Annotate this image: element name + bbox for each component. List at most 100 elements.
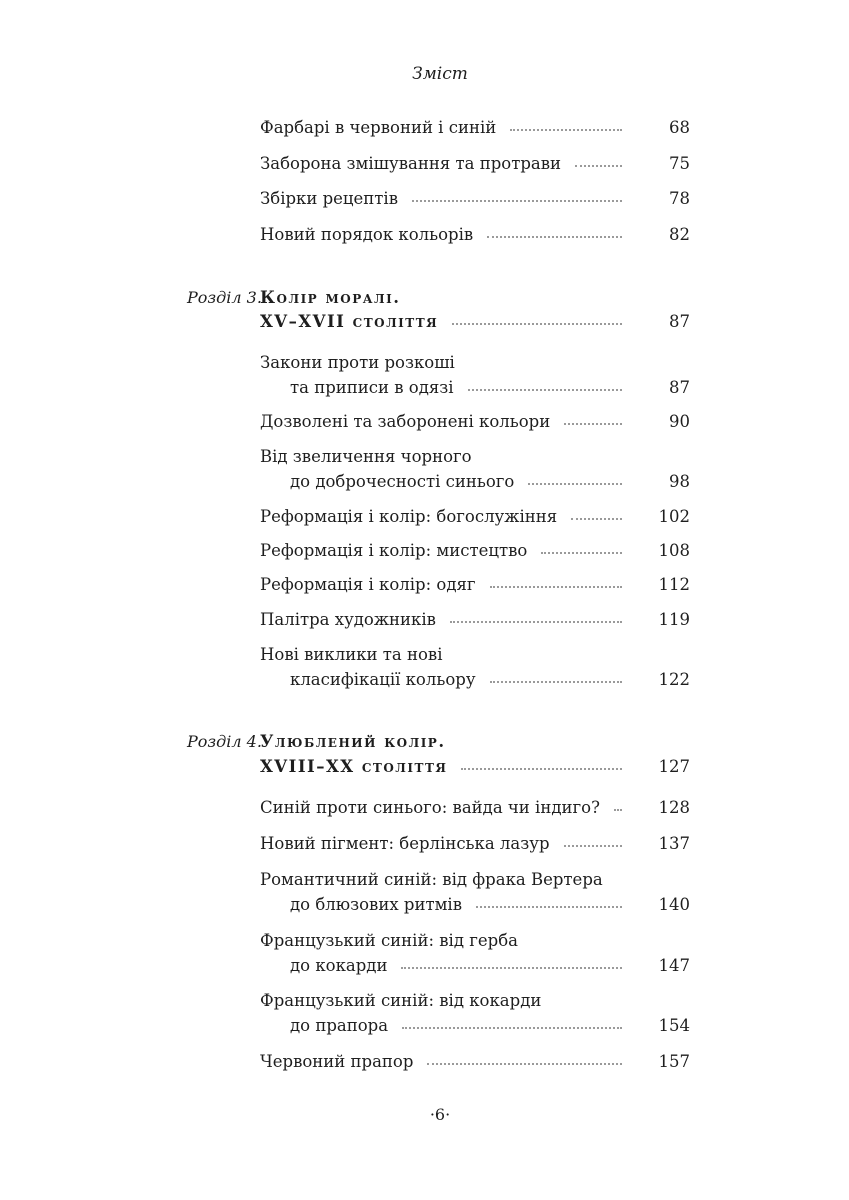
page-ref: 122 bbox=[658, 669, 691, 689]
page-ref: 68 bbox=[669, 117, 690, 137]
page-ref: 112 bbox=[658, 574, 691, 594]
dot-leader bbox=[487, 236, 622, 238]
page-ref: 157 bbox=[658, 1051, 691, 1071]
entry-title: Закони проти розкоші bbox=[260, 352, 455, 372]
entry-title: Збірки рецептів bbox=[260, 188, 399, 208]
toc-entry: Синій проти синього: вайда чи індиго? 128 bbox=[260, 795, 690, 819]
entry-title: Романтичний синій: від фрака Вертера bbox=[260, 869, 603, 889]
page-ref: 78 bbox=[669, 188, 690, 208]
page-ref: 82 bbox=[669, 224, 690, 244]
dot-leader bbox=[402, 1027, 622, 1029]
toc-entry: Палітра художників 119 bbox=[260, 607, 690, 631]
toc-entry: Французький синій: від кокарди bbox=[260, 988, 690, 1012]
toc-entry: Реформація і колір: одяг 112 bbox=[260, 572, 690, 596]
toc-entry: до прапора 154 bbox=[290, 1013, 690, 1037]
entry-title: Синій проти синього: вайда чи індиго? bbox=[260, 797, 600, 817]
entry-title: Французький синій: від кокарди bbox=[260, 990, 542, 1010]
entry-title: Нові виклики та нові bbox=[260, 644, 443, 664]
toc-entry: Новий пігмент: берлінська лазур 137 bbox=[260, 831, 690, 855]
entry-title: Заборона змішування та протрави bbox=[260, 153, 562, 173]
toc-entry: Червоний прапор 157 bbox=[260, 1049, 690, 1073]
entry-title: Червоний прапор bbox=[260, 1051, 414, 1071]
entry-title: XV–XVII століття bbox=[260, 311, 439, 331]
toc-entry: Від звеличення чорного bbox=[260, 444, 690, 468]
dot-leader bbox=[427, 1063, 622, 1065]
running-header: Зміст bbox=[412, 64, 468, 84]
toc-entry: Реформація і колір: мистецтво 108 bbox=[260, 538, 690, 562]
entry-title: Дозволені та заборонені кольори bbox=[260, 411, 551, 431]
entry-title: Реформація і колір: одяг bbox=[260, 574, 476, 594]
chapter-title: Колір моралі. bbox=[260, 285, 690, 309]
entry-title: до кокарди bbox=[290, 955, 388, 975]
page-ref: 140 bbox=[658, 894, 691, 914]
entry-title: Реформація і колір: богослужіння bbox=[260, 506, 558, 526]
page-ref: 102 bbox=[658, 506, 691, 526]
entry-title: та приписи в одязі bbox=[290, 377, 454, 397]
entry-title: Від звеличення чорного bbox=[260, 446, 472, 466]
dot-leader bbox=[563, 845, 622, 847]
page-ref: 98 bbox=[669, 471, 690, 491]
chapter-label: Розділ 4. bbox=[187, 731, 262, 751]
page-ref: 154 bbox=[658, 1015, 691, 1035]
dot-leader bbox=[564, 423, 622, 425]
toc-entry: до блюзових ритмів 140 bbox=[290, 892, 690, 916]
dot-leader bbox=[489, 586, 622, 588]
page-ref: 128 bbox=[658, 797, 691, 817]
dot-leader bbox=[510, 129, 622, 131]
page-ref: 147 bbox=[658, 955, 691, 975]
page-ref: 127 bbox=[658, 756, 691, 776]
page-ref: 87 bbox=[669, 311, 690, 331]
toc-entry: до доброчесності синього 98 bbox=[290, 469, 690, 493]
toc-entry: Французький синій: від герба bbox=[260, 928, 690, 952]
dot-leader bbox=[461, 768, 622, 770]
chapter-title-line2: XVIII–XX століття 127 bbox=[260, 754, 690, 778]
toc-entry: Закони проти розкоші bbox=[260, 350, 690, 374]
dot-leader bbox=[489, 681, 622, 683]
dot-leader bbox=[401, 967, 622, 969]
toc-entry: та приписи в одязі 87 bbox=[290, 375, 690, 399]
entry-title: Реформація і колір: мистецтво bbox=[260, 540, 528, 560]
entry-title: Улюблений колір. bbox=[260, 731, 446, 751]
entry-title: Колір моралі. bbox=[260, 287, 401, 307]
page-ref: 90 bbox=[669, 411, 690, 431]
page-ref: 119 bbox=[658, 609, 691, 629]
dot-leader bbox=[613, 809, 622, 811]
dot-leader bbox=[412, 200, 622, 202]
entry-title: до блюзових ритмів bbox=[290, 894, 462, 914]
entry-title: до доброчесності синього bbox=[290, 471, 515, 491]
toc-entry: класифікації кольору 122 bbox=[290, 667, 690, 691]
toc-entry: Нові виклики та нові bbox=[260, 642, 690, 666]
dot-leader bbox=[575, 165, 622, 167]
dot-leader bbox=[541, 552, 622, 554]
toc-entry: до кокарди 147 bbox=[290, 953, 690, 977]
chapter-title-line2: XV–XVII століття 87 bbox=[260, 309, 690, 333]
toc-entry: Новий порядок кольорів 82 bbox=[260, 222, 690, 246]
toc-entry: Заборона змішування та протрави 75 bbox=[260, 151, 690, 175]
dot-leader bbox=[467, 389, 622, 391]
page-ref: 108 bbox=[658, 540, 691, 560]
toc-entry: Дозволені та заборонені кольори 90 bbox=[260, 409, 690, 433]
toc-entry: Збірки рецептів 78 bbox=[260, 186, 690, 210]
entry-title: Новий порядок кольорів bbox=[260, 224, 474, 244]
entry-title: Фарбарі в червоний і синій bbox=[260, 117, 497, 137]
toc-entry: Романтичний синій: від фрака Вертера bbox=[260, 867, 690, 891]
page-ref: 87 bbox=[669, 377, 690, 397]
page-ref: 75 bbox=[669, 153, 690, 173]
dot-leader bbox=[449, 621, 622, 623]
page-number: ·6· bbox=[429, 1105, 451, 1124]
entry-title: Новий пігмент: берлінська лазур bbox=[260, 833, 550, 853]
toc-entry: Фарбарі в червоний і синій 68 bbox=[260, 115, 690, 139]
page-ref: 137 bbox=[658, 833, 691, 853]
entry-title: до прапора bbox=[290, 1015, 389, 1035]
entry-title: XVIII–XX століття bbox=[260, 756, 448, 776]
entry-title: Палітра художників bbox=[260, 609, 436, 629]
dot-leader bbox=[475, 906, 622, 908]
chapter-label: Розділ 3. bbox=[187, 287, 262, 307]
chapter-title: Улюблений колір. bbox=[260, 729, 690, 753]
entry-title: класифікації кольору bbox=[290, 669, 476, 689]
dot-leader bbox=[452, 323, 622, 325]
entry-title: Французький синій: від герба bbox=[260, 930, 518, 950]
dot-leader bbox=[528, 483, 622, 485]
toc-entry: Реформація і колір: богослужіння 102 bbox=[260, 504, 690, 528]
dot-leader bbox=[571, 518, 622, 520]
